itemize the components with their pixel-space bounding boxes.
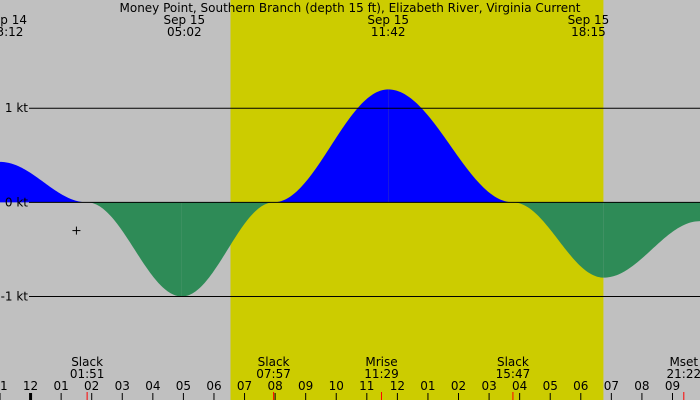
top-time-label: 18:15: [571, 25, 606, 39]
top-date-label: Sep 14: [0, 13, 27, 27]
hour-tick-label: 02: [84, 379, 99, 393]
hour-tick-label: 07: [604, 379, 619, 393]
top-time-label: 05:02: [167, 25, 202, 39]
hour-tick-label: 09: [665, 379, 680, 393]
flood-current-area: [0, 161, 88, 203]
top-time-label: 23:12: [0, 25, 23, 39]
hour-tick-label: 02: [451, 379, 466, 393]
hour-tick-label: 04: [145, 379, 160, 393]
knot-tick-label: 0 kt: [5, 195, 28, 209]
event-time-label: 01:51: [70, 367, 105, 381]
cursor-crosshair-icon: [72, 226, 81, 235]
chart-title: Money Point, Southern Branch (depth 15 f…: [120, 1, 581, 15]
hour-tick-label: 08: [267, 379, 282, 393]
hour-tick-label: 03: [115, 379, 130, 393]
event-time-label: 15:47: [496, 367, 531, 381]
hour-tick-label: 05: [543, 379, 558, 393]
top-date-label: Sep 15: [163, 13, 205, 27]
hour-tick-label: 10: [329, 379, 344, 393]
top-date-label: Sep 15: [568, 13, 610, 27]
event-time-label: 07:57: [256, 367, 291, 381]
ebb-current-area: [603, 202, 700, 278]
hour-tick-label: 04: [512, 379, 527, 393]
current-area-layer: [0, 89, 700, 297]
cursor-marker-layer: [72, 226, 81, 235]
hour-tick-label: 06: [206, 379, 221, 393]
ebb-current-area: [181, 202, 274, 297]
hour-tick-label: 09: [298, 379, 313, 393]
event-time-label: 11:29: [364, 367, 399, 381]
hour-tick-label: 11: [359, 379, 374, 393]
event-name-label: Slack: [258, 355, 290, 369]
hour-tick-label: 08: [634, 379, 649, 393]
top-time-label: 11:42: [371, 25, 406, 39]
ebb-current-area: [512, 202, 604, 278]
flood-current-area: [388, 89, 513, 203]
hour-axis: 11 12 01 02 03 04 05 06 07 08 09 10 11 12 01 02 03 04 05 06…: [0, 379, 680, 400]
hour-tick-label: 12: [23, 379, 38, 393]
flood-current-area: [273, 89, 389, 203]
knot-gridlines: 1 kt 0 kt -1 kt: [1, 101, 700, 303]
knot-tick-label: -1 kt: [1, 289, 29, 303]
event-labels: Slack01:51Slack07:57Mrise11:29Slack15:47…: [70, 355, 700, 400]
event-name-label: Slack: [71, 355, 103, 369]
hour-tick-label: 01: [420, 379, 435, 393]
hour-tick-label: 03: [481, 379, 496, 393]
event-name-label: Slack: [497, 355, 529, 369]
hour-tick-label: 07: [237, 379, 252, 393]
hour-tick-label: 01: [53, 379, 68, 393]
hour-tick-label: 05: [176, 379, 191, 393]
event-name-label: Mset: [669, 355, 698, 369]
event-name-label: Mrise: [365, 355, 397, 369]
hour-tick-label: 11: [0, 379, 8, 393]
knot-tick-label: 1 kt: [5, 101, 28, 115]
event-time-label: 21:22: [667, 367, 700, 381]
hour-tick-label: 06: [573, 379, 588, 393]
ebb-current-area: [87, 202, 182, 297]
top-date-label: Sep 15: [367, 13, 409, 27]
hour-tick-label: 12: [390, 379, 405, 393]
